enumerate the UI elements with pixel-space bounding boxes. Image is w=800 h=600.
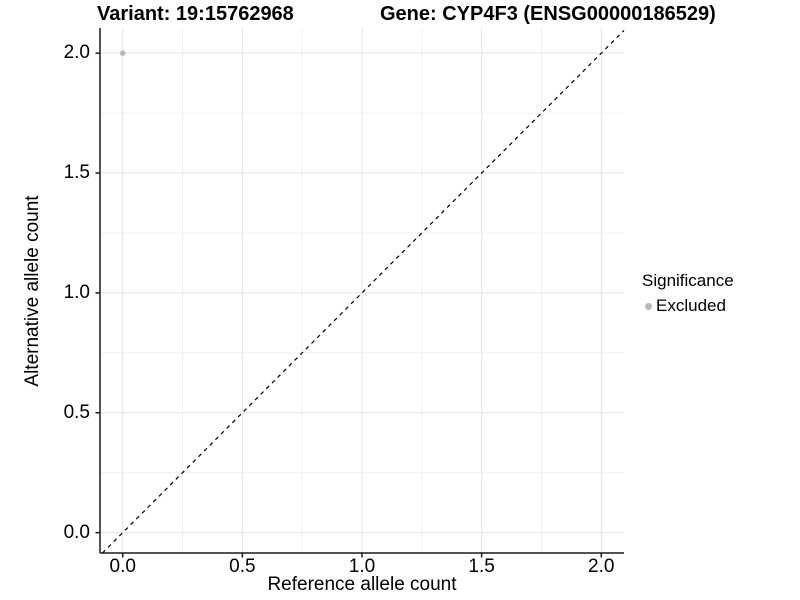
excluded-point-icon xyxy=(645,302,652,310)
y-tick-label: 0.0 xyxy=(63,521,90,543)
x-axis-title: Reference allele count xyxy=(267,574,457,595)
gene-title: Gene: CYP4F3 (ENSG00000186529) xyxy=(380,3,716,25)
x-tick-label: 0.5 xyxy=(229,556,256,577)
y-tick-label: 1.5 xyxy=(63,162,90,184)
x-tick-label: 2.0 xyxy=(588,556,615,577)
legend-title: Significance xyxy=(642,271,734,290)
x-tick-label: 1.0 xyxy=(348,556,376,577)
legend-item-excluded: Excluded xyxy=(645,296,734,316)
x-tick-label: 0.0 xyxy=(109,556,136,577)
y-tick-label: 0.5 xyxy=(63,401,90,423)
y-tick-label: 1.0 xyxy=(63,281,90,303)
x-tick-label: 1.5 xyxy=(468,556,495,577)
y-tick-label: 2.0 xyxy=(63,42,90,64)
legend-item-label: Excluded xyxy=(656,296,726,315)
data-point-excluded xyxy=(119,50,126,56)
y-axis-title: Alternative allele count xyxy=(22,195,43,387)
variant-title: Variant: 19:15762968 xyxy=(97,3,294,25)
identity-reference-line xyxy=(101,29,625,554)
legend: Significance Excluded xyxy=(642,271,734,316)
